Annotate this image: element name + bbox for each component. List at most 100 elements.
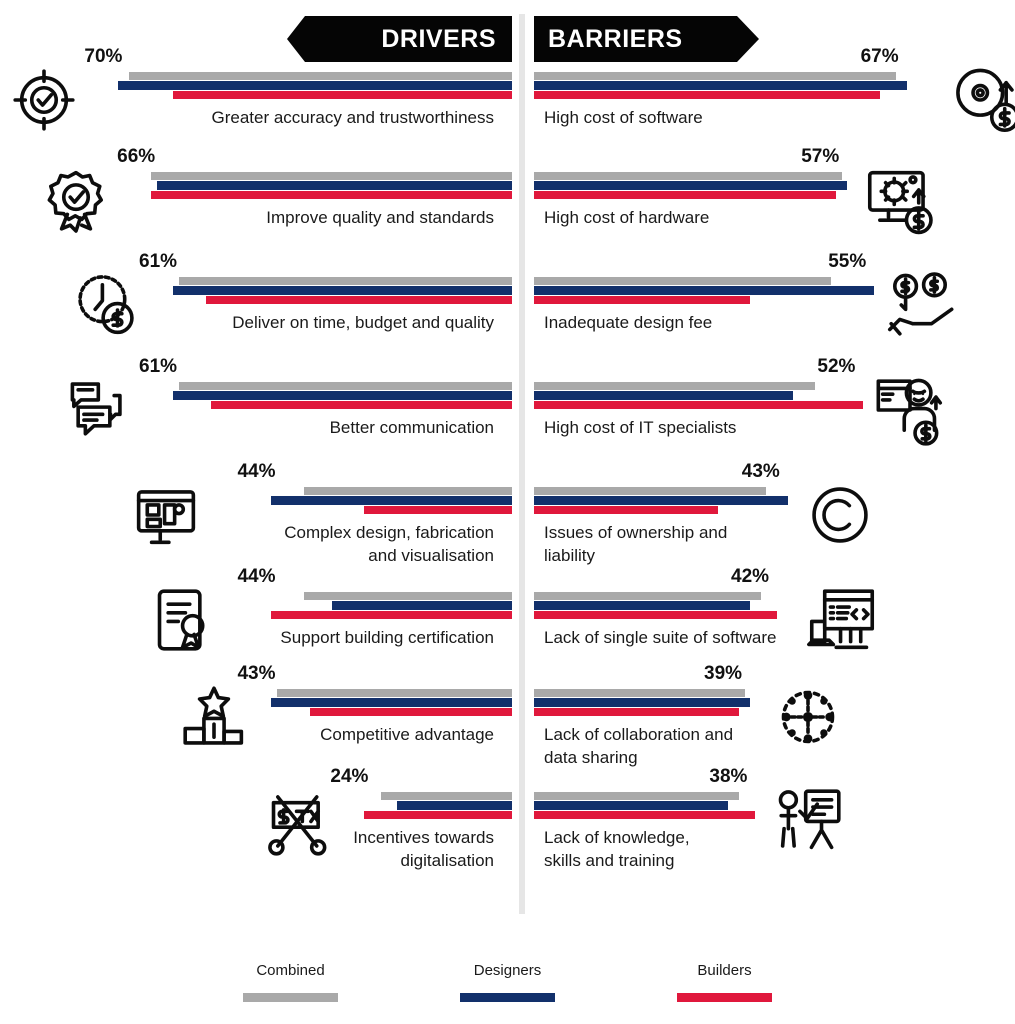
chart-row: 61% Deliver on time, budget and quality <box>0 251 512 335</box>
bar-value-label: 55% <box>828 251 867 272</box>
bar-builders <box>364 811 512 819</box>
bar-group: 61% <box>0 356 512 412</box>
drivers-banner-label: DRIVERS <box>381 24 496 53</box>
bar-builders <box>534 611 777 619</box>
bar-builders <box>534 708 740 716</box>
bar-builders <box>309 708 512 716</box>
bar-designers <box>534 181 848 190</box>
monitor-design-icon <box>130 479 202 551</box>
chart-row: 66% Improve quality and standards <box>0 146 512 233</box>
clock-money-icon <box>70 269 142 341</box>
category-label: Issues of ownership and liability <box>544 523 728 565</box>
bar-builders <box>205 296 512 304</box>
bar-builders <box>534 506 718 514</box>
bar-designers <box>534 496 788 505</box>
bar-group: 44% <box>0 566 512 622</box>
chart-row: 55% Inadequate design fee <box>534 251 1015 336</box>
bar-group: 67% <box>534 46 1015 102</box>
legend-item: Combined <box>218 962 363 1002</box>
bar-group: 55% <box>534 251 1015 307</box>
category-label: Competitive advantage <box>320 725 494 744</box>
category-label: Deliver on time, budget and quality <box>232 313 494 332</box>
bar-group: 52% <box>534 356 1015 412</box>
bar-group: 38% <box>534 766 1015 822</box>
bar-designers <box>534 601 750 610</box>
category-label: Complex design, fabrication and visualis… <box>284 523 494 565</box>
bar-builders <box>534 296 750 304</box>
bar-builders <box>534 91 880 99</box>
bar-value-label: 43% <box>237 663 276 684</box>
category-label: Inadequate design fee <box>544 313 713 332</box>
bar-builders <box>534 811 756 819</box>
code-window-icon <box>806 584 878 656</box>
bar-combined <box>534 172 842 180</box>
bar-value-label: 43% <box>741 461 780 482</box>
network-nodes-icon <box>772 681 844 753</box>
bar-designers <box>271 496 512 505</box>
category-label: Support building certification <box>280 628 494 647</box>
legend-swatch <box>243 993 338 1002</box>
it-specialist-money-icon <box>874 374 946 446</box>
legend-label: Combined <box>256 962 325 979</box>
chart-row: 44% Complex design, fabrication and visua… <box>0 461 512 567</box>
bar-group: 61% <box>0 251 512 307</box>
bar-designers <box>534 801 729 810</box>
bar-combined <box>276 689 512 697</box>
bar-group: 39% <box>534 663 1015 719</box>
computer-gear-money-icon <box>864 164 936 236</box>
chart-row: 57% High cost of hardware <box>534 146 1015 235</box>
chart-row: 43% Competitive advantage <box>0 663 512 746</box>
bar-combined <box>304 487 512 495</box>
category-label: Lack of collaboration and data sharing <box>544 725 734 767</box>
chart-row: 67% High cost of software <box>534 46 1015 133</box>
bar-value-label: 52% <box>817 356 856 377</box>
bar-designers <box>331 601 512 610</box>
category-label: Improve quality and standards <box>266 208 494 227</box>
bar-designers <box>534 81 907 90</box>
category-label: High cost of IT specialists <box>544 418 737 437</box>
chart-row: 38% Lack of knowledge, skills and trainin… <box>534 766 1015 872</box>
tax-cut-icon <box>262 784 334 856</box>
bar-value-label: 42% <box>731 566 770 587</box>
bar-combined <box>534 72 896 80</box>
bar-designers <box>118 81 512 90</box>
barriers-banner-label: BARRIERS <box>548 24 683 53</box>
hand-money-icon <box>884 269 956 341</box>
bar-value-label: 39% <box>704 663 743 684</box>
legend-label: Builders <box>697 962 752 979</box>
speech-bubbles-icon <box>58 374 130 446</box>
bar-value-label: 24% <box>330 766 369 787</box>
bar-group: 66% <box>0 146 512 202</box>
category-label: Lack of knowledge, skills and training <box>544 828 690 870</box>
bar-designers <box>397 801 512 810</box>
bar-builders <box>211 401 512 409</box>
chart-legend: Combined Designers Builders <box>0 962 1015 1002</box>
barriers-banner: BARRIERS <box>534 16 759 62</box>
bar-builders <box>173 91 512 99</box>
chart-row: 61% Better communication <box>0 356 512 439</box>
bar-builders <box>271 611 512 619</box>
bar-value-label: 44% <box>237 461 276 482</box>
bar-combined <box>534 487 767 495</box>
chart-row: 70% Greater accuracy and trustworthiness <box>0 46 512 131</box>
chart-row: 52% High cost of IT specialists <box>534 356 1015 446</box>
category-label: Incentives towards digitalisation <box>353 828 494 870</box>
presenter-board-icon <box>774 784 846 856</box>
legend-swatch <box>460 993 555 1002</box>
bar-value-label: 67% <box>860 46 899 67</box>
bar-combined <box>178 382 512 390</box>
bar-value-label: 61% <box>139 356 178 377</box>
bar-designers <box>173 286 512 295</box>
bar-designers <box>534 286 875 295</box>
chart-row: 42% Lack of single suite of software <box>534 566 1015 650</box>
drivers-banner: DRIVERS <box>287 16 512 62</box>
certificate-icon <box>148 584 220 656</box>
bar-group: 43% <box>534 461 1015 517</box>
bar-combined <box>534 792 740 800</box>
bar-group: 24% <box>0 766 512 822</box>
chart-row: 44% Support building certification <box>0 566 512 651</box>
disc-money-icon <box>950 64 1015 136</box>
bar-builders <box>534 401 864 409</box>
bar-value-label: 57% <box>801 146 840 167</box>
bar-combined <box>534 689 745 697</box>
